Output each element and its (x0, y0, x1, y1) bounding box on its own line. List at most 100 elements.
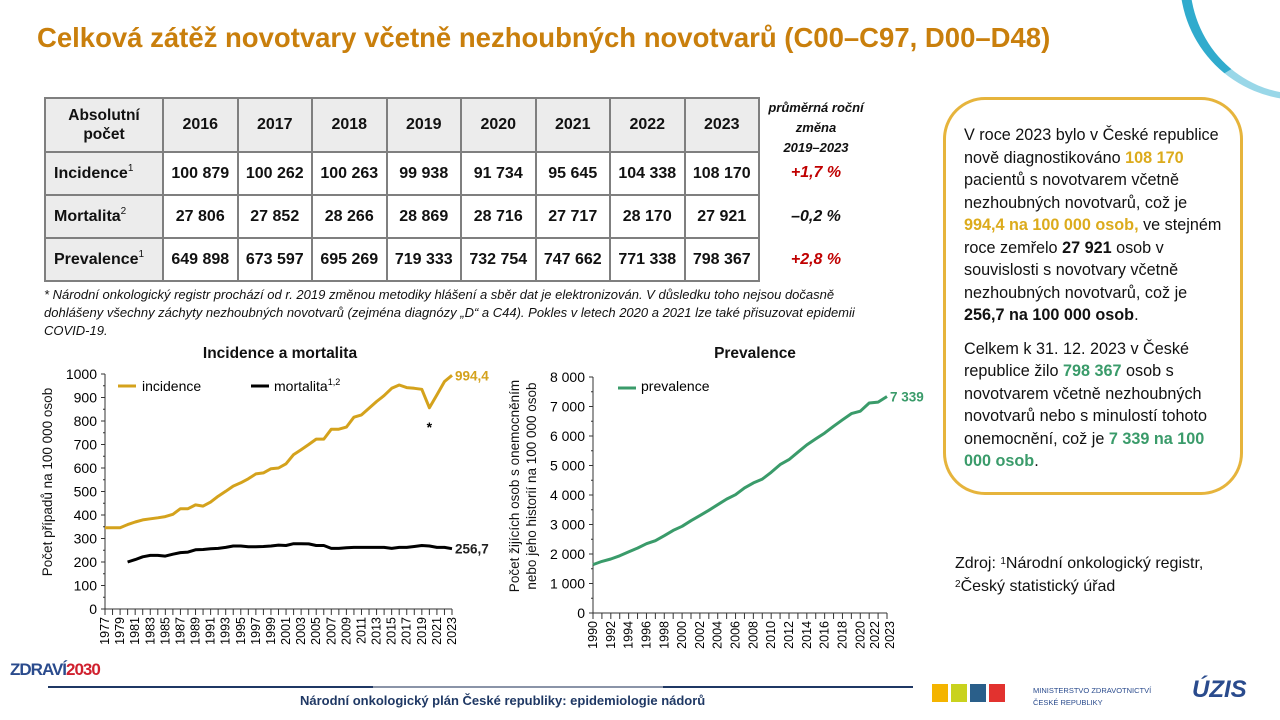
x-tick-label: 2004 (711, 621, 725, 649)
table-cell: 673 597 (236, 237, 313, 282)
x-tick-label: 2007 (324, 617, 338, 645)
x-tick-label: 1999 (264, 617, 278, 645)
incidence-line (105, 374, 453, 530)
x-tick-label: 2000 (675, 621, 689, 649)
table-cell: 99 938 (385, 151, 462, 196)
annual-change-value: +2,8 % (790, 251, 842, 268)
x-tick-label: 2001 (279, 617, 293, 645)
chart-title-prevalence: Prevalence (714, 345, 796, 362)
footnote: * Národní onkologický registr prochází o… (44, 287, 855, 338)
y-tick-label: 1000 (66, 366, 97, 382)
x-tick-label: 2016 (818, 621, 832, 649)
table-cell: 91 734 (460, 151, 537, 196)
prevalence-line (592, 395, 888, 567)
legend-prevalence-label: prevalence (641, 378, 710, 394)
year-header: 2016 (162, 97, 239, 153)
y-tick-label: 100 (74, 578, 98, 594)
change-header: průměrná roční změna 2019–2023 (760, 98, 872, 158)
x-tick-label: 2003 (294, 617, 308, 645)
x-tick-label: 1983 (143, 617, 157, 645)
x-tick-label: 2023 (445, 617, 459, 645)
summary-incidence-mortality: V roce 2023 bylo v České republice nově … (964, 126, 1222, 324)
y-tick-label: 600 (74, 460, 98, 476)
x-tick-label: 2009 (339, 617, 353, 645)
x-tick-label: 1981 (128, 617, 142, 645)
x-tick-label: 2013 (370, 617, 384, 645)
table-cell: 695 269 (311, 237, 388, 282)
x-tick-label: 1979 (113, 617, 127, 645)
footer-divider (48, 686, 373, 688)
table-cell: 27 921 (683, 194, 760, 239)
change-header-line: změna (795, 120, 837, 135)
y-tick-label: 5 000 (550, 458, 585, 474)
year-header: 2021 (534, 97, 611, 153)
x-tick-label: 2012 (782, 621, 796, 649)
y-tick-label: 7 000 (550, 399, 585, 415)
y-tick-label: 1 000 (550, 576, 585, 592)
table-row: Mortalita2 27 806 27 852 28 266 28 869 28 716… (44, 194, 760, 239)
covid-annotation: * (427, 419, 433, 435)
year-header: 2020 (460, 97, 537, 153)
table-cell: 732 754 (460, 237, 537, 282)
x-tick-label: 2005 (309, 617, 323, 645)
table-cell: 771 338 (609, 237, 686, 282)
table-cell: 95 645 (534, 151, 611, 196)
table-cell: 100 262 (236, 151, 313, 196)
x-tick-label: 2008 (746, 621, 760, 649)
x-tick-label: 1998 (657, 621, 671, 649)
y-tick-label: 2 000 (550, 546, 585, 562)
y-tick-label: 3 000 (550, 517, 585, 533)
data-table: Absolutní počet 2016 2017 2018 2019 2020… (44, 97, 760, 282)
x-tick-label: 1977 (98, 617, 112, 645)
footer-divider (373, 686, 663, 688)
mortalita-line (127, 542, 453, 564)
x-tick-label: 1994 (622, 621, 636, 649)
table-row: Prevalence1 649 898 673 597 695 269 719 333 7… (44, 237, 760, 282)
table-cell: 27 717 (534, 194, 611, 239)
y-tick-label: 900 (74, 390, 98, 406)
row-header: Prevalence1 (44, 237, 164, 282)
table-row: Incidence1 100 879 100 262 100 263 99 938 91 … (44, 151, 760, 196)
table-cell: 28 266 (311, 194, 388, 239)
legend-mortality-label: mortalita1,2 (274, 377, 340, 394)
y-tick-label: 300 (74, 531, 98, 547)
table-cell: 649 898 (162, 237, 239, 282)
y-tick-label: 700 (74, 437, 98, 453)
x-tick-label: 1996 (639, 621, 653, 649)
y-tick-label: 0 (89, 601, 97, 617)
table-cell: 719 333 (385, 237, 462, 282)
page-title: Celková zátěž novotvary včetně nezhoubný… (37, 22, 1051, 53)
x-tick-label: 2023 (883, 621, 897, 649)
table-cell: 108 170 (683, 151, 760, 196)
x-tick-label: 2010 (764, 621, 778, 649)
y-tick-label: 200 (74, 554, 98, 570)
x-tick-label: 1993 (219, 617, 233, 645)
ministry-name: MINISTERSTVO ZDRAVOTNICTVÍ ČESKÉ REPUBLIK… (1033, 686, 1152, 707)
x-tick-label: 2006 (729, 621, 743, 649)
table-cell: 798 367 (683, 237, 760, 282)
table-header-row: Absolutní počet 2016 2017 2018 2019 2020… (44, 97, 760, 153)
footer-text: Národní onkologický plán České republiky… (300, 693, 706, 708)
ministry-logo (932, 684, 1005, 702)
y-tick-label: 500 (74, 484, 98, 500)
x-tick-label: 1992 (604, 621, 618, 649)
table-cell: 100 263 (311, 151, 388, 196)
year-header: 2017 (236, 97, 313, 153)
table-cell: 747 662 (534, 237, 611, 282)
table-cell: 28 869 (385, 194, 462, 239)
summary-prevalence: Celkem k 31. 12. 2023 v České republice … (964, 339, 1207, 471)
table-cell: 28 716 (460, 194, 537, 239)
table-cell: 100 879 (162, 151, 239, 196)
annual-change-value: +1,7 % (790, 164, 842, 181)
x-tick-label: 2022 (868, 621, 882, 649)
y-tick-label: 4 000 (550, 487, 585, 503)
prevalence-end-label: 7 339 (890, 389, 924, 404)
row-header: Incidence1 (44, 151, 164, 196)
table-corner-header: Absolutní počet (44, 97, 164, 153)
x-tick-label: 2020 (853, 621, 867, 649)
annual-change-value: –0,2 % (791, 207, 841, 225)
table-cell: 27 852 (236, 194, 313, 239)
x-tick-label: 1991 (204, 617, 218, 645)
x-tick-label: 2014 (800, 621, 814, 649)
